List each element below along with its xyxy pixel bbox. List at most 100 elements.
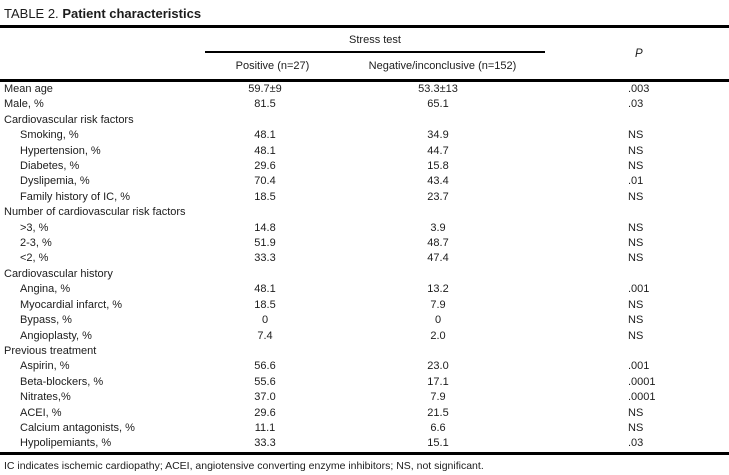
value-negative: 48.7 [427, 237, 449, 250]
row-label: Myocardial infarct, % [20, 298, 123, 311]
value-p [545, 344, 729, 359]
header-col-negative: Negative/inconclusive (n=152) [340, 52, 545, 82]
header-col-p: P [545, 26, 729, 82]
value-p: .03 [628, 98, 644, 111]
table-row: Angina, % 48.1 13.2 .001 [0, 282, 729, 297]
table-row: Beta-blockers, % 55.6 17.1 .0001 [0, 375, 729, 390]
value-positive: 33.3 [254, 252, 276, 265]
value-p: .001 [628, 360, 650, 373]
patient-characteristics-table: Stress test P Positive (n=27) Negative/i… [0, 25, 729, 455]
value-negative: 13.2 [427, 283, 449, 296]
value-p: NS [628, 221, 644, 234]
value-negative: 21.5 [427, 406, 449, 419]
value-p [545, 267, 729, 282]
table-title: TABLE 2. Patient characteristics [0, 0, 729, 25]
value-p [545, 113, 729, 128]
row-label: Bypass, % [20, 314, 72, 327]
value-p: NS [628, 314, 644, 327]
value-positive: 59.7±9 [248, 83, 282, 95]
row-label: Mean age [4, 83, 53, 95]
value-positive: 48.1 [254, 144, 276, 157]
value-positive: 51.9 [254, 237, 276, 250]
row-label: Number of cardiovascular risk factors [4, 206, 186, 219]
value-p: .003 [628, 83, 650, 95]
value-positive: 70.4 [254, 175, 276, 188]
value-negative [340, 267, 545, 282]
row-label: Beta-blockers, % [20, 375, 104, 388]
value-p: NS [628, 298, 644, 311]
table-row-section: Cardiovascular history [0, 267, 729, 282]
value-positive [205, 267, 340, 282]
table-row: Calcium antagonists, % 11.1 6.6 NS [0, 421, 729, 436]
table-header: Stress test P Positive (n=27) Negative/i… [0, 26, 729, 82]
row-label: Cardiovascular risk factors [4, 113, 134, 126]
value-negative: 65.1 [427, 98, 449, 111]
row-label: Male, % [4, 98, 44, 111]
value-positive: 33.3 [254, 437, 276, 450]
value-p: NS [628, 190, 644, 203]
value-p: .001 [628, 283, 650, 296]
value-positive: 37.0 [254, 391, 276, 404]
value-positive: 0 [261, 314, 269, 327]
header-col-positive: Positive (n=27) [205, 52, 340, 82]
value-positive: 56.6 [254, 360, 276, 373]
table-row: Diabetes, % 29.6 15.8 NS [0, 159, 729, 174]
row-label: ACEI, % [20, 406, 62, 419]
header-row-subcolumns: Positive (n=27) Negative/inconclusive (n… [0, 52, 729, 82]
value-negative: 44.7 [427, 144, 449, 157]
value-negative: 17.1 [427, 375, 449, 388]
table-row-section: Previous treatment [0, 344, 729, 359]
table-row: Hypolipemiants, % 33.3 15.1 .03 [0, 436, 729, 453]
row-label: Calcium antagonists, % [20, 421, 135, 434]
row-label: Previous treatment [4, 344, 97, 357]
value-negative [340, 205, 545, 220]
value-negative: 6.6 [430, 421, 446, 434]
header-group-stress-test: Stress test [205, 26, 545, 53]
value-p: .03 [628, 437, 644, 450]
row-label: 2-3, % [20, 237, 52, 250]
value-negative: 47.4 [427, 252, 449, 265]
table-row-section: Mean age 59.7±9 53.3±13 .003 [0, 81, 729, 98]
table-footnote: IC indicates ischemic cardiopathy; ACEI,… [4, 459, 484, 472]
value-p: NS [628, 144, 644, 157]
value-p: NS [628, 421, 644, 434]
value-positive: 18.5 [254, 190, 276, 203]
table-caption: Patient characteristics [62, 6, 202, 21]
value-p: NS [628, 129, 644, 142]
value-p: NS [628, 160, 644, 173]
value-negative: 43.4 [427, 175, 449, 188]
value-p: .0001 [628, 375, 656, 388]
value-negative: 7.9 [430, 298, 446, 311]
row-label: Hypertension, % [20, 144, 101, 157]
value-positive: 18.5 [254, 298, 276, 311]
value-negative: 15.8 [427, 160, 449, 173]
value-p: NS [628, 237, 644, 250]
table-row: Nitrates,% 37.0 7.9 .0001 [0, 390, 729, 405]
value-positive: 14.8 [254, 221, 276, 234]
value-positive [205, 344, 340, 359]
table-row: Aspirin, % 56.6 23.0 .001 [0, 359, 729, 374]
row-label: >3, % [20, 221, 49, 234]
value-negative [340, 113, 545, 128]
table-row: Hypertension, % 48.1 44.7 NS [0, 144, 729, 159]
row-label: Smoking, % [20, 129, 79, 142]
value-negative: 53.3±13 [418, 83, 458, 95]
value-negative: 0 [434, 314, 442, 327]
table-row: Smoking, % 48.1 34.9 NS [0, 128, 729, 143]
table-row: <2, % 33.3 47.4 NS [0, 251, 729, 266]
value-p [545, 205, 729, 220]
value-negative [340, 344, 545, 359]
table-row: Family history of IC, % 18.5 23.7 NS [0, 190, 729, 205]
table-row: Bypass, % 0 0 NS [0, 313, 729, 328]
table-row: Angioplasty, % 7.4 2.0 NS [0, 329, 729, 344]
table-row-section: Number of cardiovascular risk factors [0, 205, 729, 220]
value-p: .0001 [628, 391, 656, 404]
row-label: Hypolipemiants, % [20, 437, 112, 450]
value-negative: 3.9 [430, 221, 446, 234]
value-positive: 81.5 [254, 98, 276, 111]
value-negative: 23.0 [427, 360, 449, 373]
row-label: Angioplasty, % [20, 329, 92, 342]
table-row: ACEI, % 29.6 21.5 NS [0, 406, 729, 421]
table-row: 2-3, % 51.9 48.7 NS [0, 236, 729, 251]
